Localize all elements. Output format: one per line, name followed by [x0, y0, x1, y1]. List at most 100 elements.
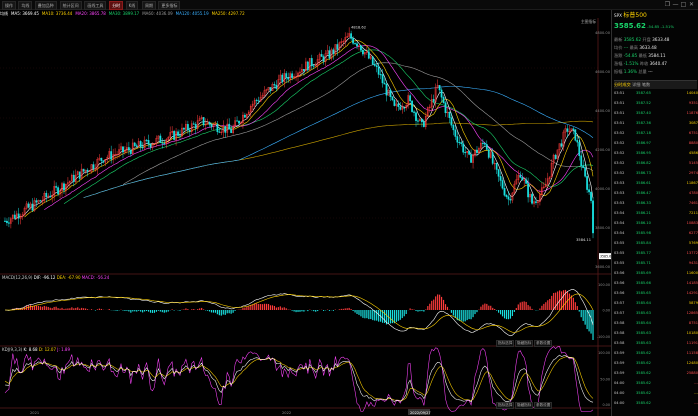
tick-time: 03:59 — [614, 361, 625, 365]
toolbar-button[interactable]: 更多指标 — [158, 1, 181, 10]
main-indicator-link[interactable]: 主图指标 — [581, 19, 596, 24]
candle — [240, 122, 242, 124]
candle — [525, 179, 528, 184]
candle — [141, 146, 144, 149]
low-label: 3584.11 — [576, 238, 591, 242]
toolbar-button[interactable]: 均线 — [18, 1, 33, 10]
tick-time: 03:55 — [614, 241, 625, 245]
candle — [8, 222, 10, 224]
stat-key: 最新 — [614, 37, 624, 42]
candle — [11, 214, 14, 219]
tick-volume: 9351 — [688, 101, 698, 105]
x-axis-label: 2022/09/27 — [410, 411, 431, 415]
candle — [334, 44, 337, 55]
indicator-control-button[interactable]: 参数设置 — [534, 340, 553, 347]
y-tick-label: 3600.00 — [595, 265, 611, 269]
candle — [82, 168, 85, 172]
candle — [409, 95, 412, 102]
tick-price: 3585.62 — [636, 381, 651, 385]
tick-time: 03:52 — [614, 161, 625, 165]
stat-key: 总量 — [638, 69, 649, 74]
candle — [188, 129, 191, 132]
candle — [78, 171, 81, 179]
candle — [314, 65, 317, 67]
minimize-icon[interactable]: — — [672, 1, 679, 8]
indicator-control-button[interactable]: 指标选择 — [496, 402, 515, 409]
candle — [344, 37, 347, 42]
candle — [102, 160, 105, 163]
ma-legend-item[interactable]: 均线 — [0, 11, 8, 16]
candle — [273, 84, 276, 86]
candle — [592, 200, 594, 234]
tick-volume: 11158 — [686, 351, 698, 355]
indicator-control-button[interactable]: 隐藏指标 — [515, 340, 534, 347]
tick-row: 03:58 3585.64 8751 — [614, 320, 698, 326]
tick-time: 04:00 — [614, 401, 625, 405]
tick-volume: 9431 — [688, 261, 698, 265]
indicator-control-button[interactable]: 隐藏指标 — [515, 402, 534, 409]
tick-volume: --- — [694, 391, 698, 395]
ma-line — [44, 45, 594, 210]
candle — [17, 213, 20, 219]
candle — [464, 152, 467, 154]
kline-chart[interactable]: 4800.00 4600.00 4400.00 4200.00 4000.00 3800.… — [0, 18, 611, 416]
candle — [352, 38, 354, 44]
tick-row: 03:57 3585.63 12865 — [614, 310, 698, 316]
restore-icon[interactable]: ❐ — [664, 1, 671, 8]
x-axis-label: 2021 — [30, 411, 39, 415]
tick-tab[interactable]: 笔数 — [641, 82, 651, 87]
tick-tab[interactable]: 详细 — [632, 82, 642, 87]
toolbar-button[interactable]: 叠加品种 — [34, 1, 57, 10]
candle — [204, 124, 207, 126]
tick-volume: 6277 — [688, 231, 698, 235]
tick-volume: 11191 — [686, 341, 698, 345]
candle — [511, 192, 514, 201]
indicator-control-button[interactable]: 指标选择 — [496, 340, 515, 347]
candle — [306, 61, 309, 71]
toolbar-button[interactable]: 统计区间 — [59, 1, 82, 10]
toolbar-button[interactable]: K线 — [125, 1, 139, 10]
kdj-legend-title[interactable]: KDJ(9,3,3) — [2, 347, 24, 352]
tick-volume: 12865 — [686, 311, 698, 315]
candle — [218, 131, 221, 133]
candle — [566, 128, 569, 132]
svg-text:3585.62: 3585.62 — [600, 254, 611, 258]
tick-price: 3585.71 — [636, 261, 651, 265]
tick-price: 3585.62 — [636, 401, 651, 405]
candle — [570, 128, 573, 132]
candle — [200, 117, 203, 119]
maximize-icon[interactable]: □ — [680, 1, 687, 8]
candle — [212, 124, 215, 127]
candle — [196, 120, 199, 129]
tick-volume: 10883 — [686, 221, 698, 225]
candle — [291, 73, 294, 79]
toolbar-button[interactable]: 周期 — [142, 1, 156, 10]
candle — [401, 107, 404, 110]
close-icon[interactable]: ✕ — [688, 1, 695, 8]
y-tick-label: 4400.00 — [595, 109, 611, 113]
tick-volume: 8751 — [688, 321, 698, 325]
price-change: -54.85 -1.51% — [645, 24, 674, 29]
candle — [171, 131, 174, 133]
candle — [6, 220, 8, 223]
tick-price: 3585.63 — [636, 341, 651, 345]
macd-legend-title[interactable]: MACD(12,26,9) — [2, 275, 34, 280]
candle — [458, 142, 461, 144]
tick-time: 03:55 — [614, 251, 625, 255]
candle — [228, 123, 231, 130]
candle — [224, 126, 227, 133]
candle — [489, 152, 492, 158]
tick-volume: 14291 — [686, 291, 698, 295]
candle — [468, 151, 471, 155]
candle — [15, 213, 18, 219]
ma-legend-item: MA250: 4297.72 — [211, 11, 245, 16]
tick-price: 3585.64 — [636, 301, 651, 305]
toolbar-button[interactable]: 画线工具 — [84, 1, 107, 10]
kdj-line — [4, 354, 594, 403]
tick-tab[interactable]: 分时成交 — [614, 82, 633, 87]
candle — [413, 111, 415, 113]
toolbar-button[interactable]: 操作 — [2, 1, 16, 10]
toolbar-button[interactable]: 分时 — [109, 1, 124, 10]
indicator-control-button[interactable]: 参数设置 — [534, 402, 553, 409]
candle — [580, 155, 583, 166]
